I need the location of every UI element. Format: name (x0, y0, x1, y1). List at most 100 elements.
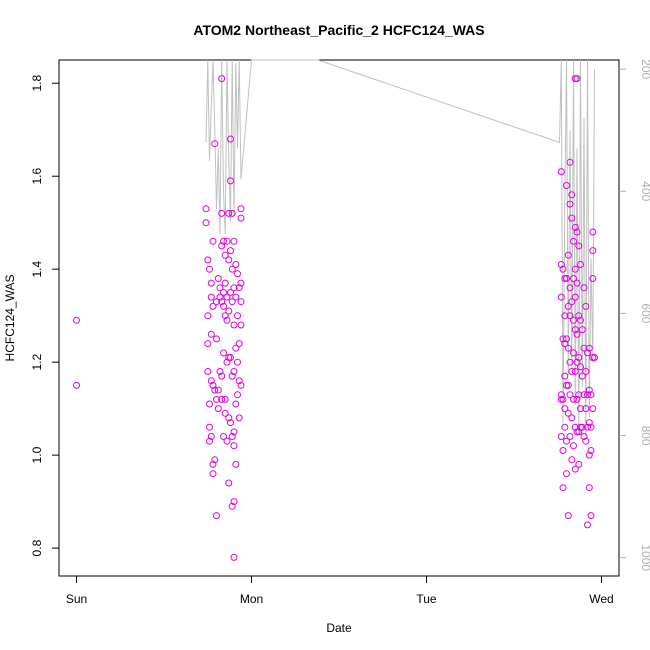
data-point (216, 293, 224, 301)
data-point (209, 237, 217, 245)
data-point (237, 381, 245, 389)
data-point (220, 302, 227, 310)
data-point (561, 372, 569, 380)
data-point (221, 312, 229, 320)
data-point (587, 447, 595, 454)
data-point (232, 344, 240, 352)
data-point (230, 442, 238, 450)
data-point (213, 512, 220, 520)
data-point (582, 437, 590, 445)
data-point (234, 270, 241, 278)
data-point (232, 400, 240, 408)
data-point (580, 391, 588, 399)
data-point (202, 205, 210, 213)
data-point (577, 261, 584, 268)
data-point (228, 298, 236, 306)
data-point (564, 302, 572, 310)
data-point (230, 368, 238, 375)
data-point (559, 484, 567, 492)
data-point (220, 433, 227, 440)
data-point (584, 521, 591, 529)
data-point (557, 433, 565, 440)
data-point (564, 512, 572, 520)
data-point (585, 386, 593, 394)
data-point (227, 354, 234, 361)
data-point (570, 316, 577, 324)
data-point (237, 205, 245, 213)
data-point (563, 182, 570, 189)
data-point (228, 209, 236, 217)
data-point (575, 460, 583, 468)
data-point (557, 261, 565, 268)
data-point (225, 209, 233, 217)
data-point (214, 405, 222, 413)
data-point (237, 214, 245, 222)
data-point (209, 460, 217, 468)
data-point (223, 437, 231, 445)
data-point (568, 214, 576, 222)
data-point (235, 377, 243, 385)
data-point (234, 312, 241, 320)
y2-axis: 200 400 600 800 1000 (619, 59, 650, 571)
y-tick-label: 1.2 (30, 354, 44, 371)
data-point (561, 405, 569, 413)
data-point (234, 391, 241, 399)
data-point (225, 307, 233, 315)
data-point (570, 237, 577, 245)
data-point (564, 251, 572, 259)
data-point (223, 237, 231, 245)
data-point (221, 409, 229, 417)
data-point (566, 391, 574, 399)
data-point (213, 298, 220, 306)
data-point (559, 395, 567, 403)
data-point (578, 423, 586, 431)
data-point (585, 344, 593, 352)
data-point (211, 140, 219, 148)
data-point (237, 321, 245, 329)
data-point (559, 265, 567, 273)
data-point (571, 368, 579, 375)
x-axis-label: Date (326, 621, 352, 635)
data-point (218, 242, 226, 250)
x-tick-label: Wed (589, 592, 613, 606)
data-point (582, 405, 590, 413)
data-point (228, 372, 236, 380)
data-point (228, 433, 236, 440)
data-point (584, 391, 591, 399)
data-point (204, 340, 212, 348)
data-point (570, 275, 577, 282)
y-axis-label: HCFC124_WAS (3, 275, 17, 362)
data-point (211, 386, 219, 394)
data-point (235, 414, 243, 422)
data-point (575, 312, 583, 320)
data-point (228, 502, 236, 510)
data-point (216, 284, 224, 292)
data-point (211, 456, 219, 464)
data-point (207, 330, 215, 338)
data-point (584, 423, 591, 431)
data-point (221, 395, 229, 403)
data-point (220, 349, 227, 357)
data-point (563, 275, 570, 282)
data-point (570, 442, 577, 450)
data-point (207, 377, 215, 385)
y2-tick-label: 1000 (639, 544, 650, 571)
line-series (205, 59, 595, 436)
data-point (573, 75, 581, 83)
data-point (573, 330, 581, 338)
data-point (225, 479, 233, 487)
series-line (205, 59, 595, 436)
data-point (221, 279, 229, 287)
data-point (216, 368, 224, 375)
data-point (589, 405, 597, 413)
x-tick-label: Tue (416, 592, 437, 606)
data-point (566, 312, 574, 320)
data-point (591, 354, 598, 361)
data-point (573, 358, 581, 366)
data-point (223, 293, 231, 301)
data-point (230, 428, 238, 436)
data-point (557, 293, 565, 301)
data-point (204, 368, 212, 375)
data-point (571, 326, 579, 334)
data-point (227, 247, 234, 255)
